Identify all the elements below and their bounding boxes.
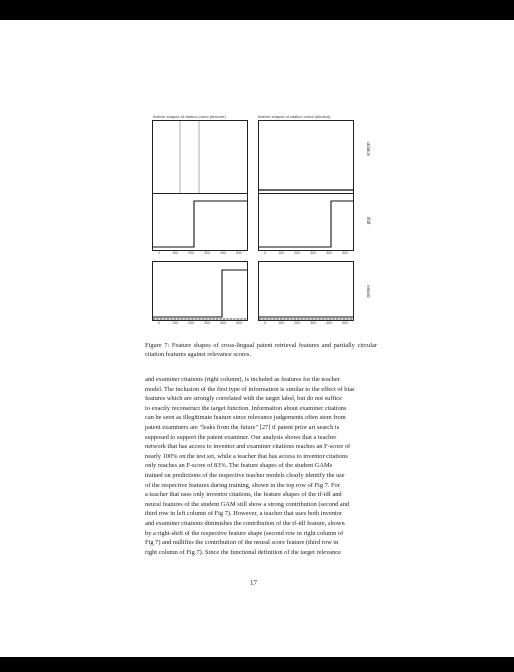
body-paragraph: and examiner citations (right column), i… bbox=[145, 375, 377, 557]
body-line: trained on predictions of the respective… bbox=[145, 471, 345, 479]
body-line: only reaches an F-score of 83%. The feat… bbox=[145, 462, 333, 470]
page-number: 17 bbox=[250, 579, 257, 587]
column-title-left: feature shapes of citation count (teache… bbox=[153, 114, 226, 119]
body-line: a teacher that uses only inventor citati… bbox=[145, 491, 342, 499]
body-line: and examiner citations (right column), i… bbox=[145, 376, 340, 383]
tick-label: 200 bbox=[188, 321, 194, 325]
body-line: network that has access to inventor and … bbox=[145, 443, 351, 451]
plot-neural-right bbox=[258, 261, 354, 321]
plot-tfidf-left-lines bbox=[153, 200, 247, 248]
body-line: of the respective features during traini… bbox=[145, 481, 340, 489]
plot-citation-left-lines bbox=[179, 121, 200, 199]
paper-page: feature shapes of citation count (teache… bbox=[0, 20, 514, 657]
body-line: right column of Fig 7). Since the functi… bbox=[145, 548, 341, 556]
tick-label: 0 bbox=[158, 321, 160, 325]
tick-label: 100 bbox=[278, 321, 284, 325]
caption-text: Feature shapes of cross-lingual patent r… bbox=[145, 342, 377, 358]
tick-label: 500 bbox=[236, 321, 242, 325]
body-line: can be seen as illegitimate feature sinc… bbox=[145, 414, 346, 422]
row-label-citation: citation bbox=[366, 142, 371, 157]
tick-label: 300 bbox=[204, 251, 210, 255]
row-label-neural: neural bbox=[366, 285, 371, 298]
tick-label: 400 bbox=[326, 251, 332, 255]
figure-caption: Figure 7: Feature shapes of cross-lingua… bbox=[145, 342, 377, 359]
body-line: Fig 7) and nullifies the contribution of… bbox=[145, 539, 339, 547]
row-label-tfidf: tfidf bbox=[366, 217, 371, 225]
tick-label: 0 bbox=[264, 321, 266, 325]
tick-label: 0 bbox=[264, 251, 266, 255]
tick-label: 400 bbox=[326, 321, 332, 325]
plot-tfidf-right-lines bbox=[259, 200, 353, 248]
tick-label: 500 bbox=[342, 251, 348, 255]
tick-label: 100 bbox=[278, 251, 284, 255]
tick-label: 300 bbox=[204, 321, 210, 325]
body-line: features which are strongly correlated w… bbox=[145, 395, 342, 403]
plot-citation-right-lines bbox=[259, 189, 353, 191]
body-line: to exactly reconstruct the target functi… bbox=[145, 404, 347, 412]
tick-label: 100 bbox=[172, 251, 178, 255]
tick-label: 200 bbox=[294, 251, 300, 255]
tick-label: 400 bbox=[220, 251, 226, 255]
body-line: third row in left column of Fig 7). Howe… bbox=[145, 510, 343, 518]
body-line: supposed to support the patent examiner.… bbox=[145, 433, 337, 441]
body-line: and examiner citations diminishes the co… bbox=[145, 519, 345, 527]
tick-label: 400 bbox=[220, 321, 226, 325]
tick-label: 100 bbox=[172, 321, 178, 325]
column-title-right: feature shapes of citation count (studen… bbox=[258, 114, 331, 119]
plot-citation-left bbox=[152, 120, 248, 200]
body-line: model. The inclusion of the first type o… bbox=[145, 385, 355, 393]
body-line: nearly 100% on the test set, while a tea… bbox=[145, 452, 348, 460]
plot-neural-right-lines bbox=[259, 316, 353, 320]
tick-label: 500 bbox=[342, 321, 348, 325]
caption-label: Figure 7: bbox=[145, 342, 170, 349]
plot-tfidf-right bbox=[258, 193, 354, 251]
plot-neural-left-lines bbox=[153, 269, 247, 320]
tick-label: 200 bbox=[188, 251, 194, 255]
tick-label: 0 bbox=[158, 251, 160, 255]
body-line: patent examiners are "leaks from the fut… bbox=[145, 423, 340, 431]
tick-label: 300 bbox=[310, 321, 316, 325]
plot-neural-left bbox=[152, 261, 248, 321]
body-line: neural features of the student GAM still… bbox=[145, 500, 350, 508]
tick-label: 500 bbox=[236, 251, 242, 255]
plot-citation-right bbox=[258, 120, 354, 200]
body-line: by a right-shift of the respective featu… bbox=[145, 529, 344, 537]
plot-tfidf-left bbox=[152, 193, 248, 251]
tick-label: 200 bbox=[294, 321, 300, 325]
tick-label: 300 bbox=[310, 251, 316, 255]
